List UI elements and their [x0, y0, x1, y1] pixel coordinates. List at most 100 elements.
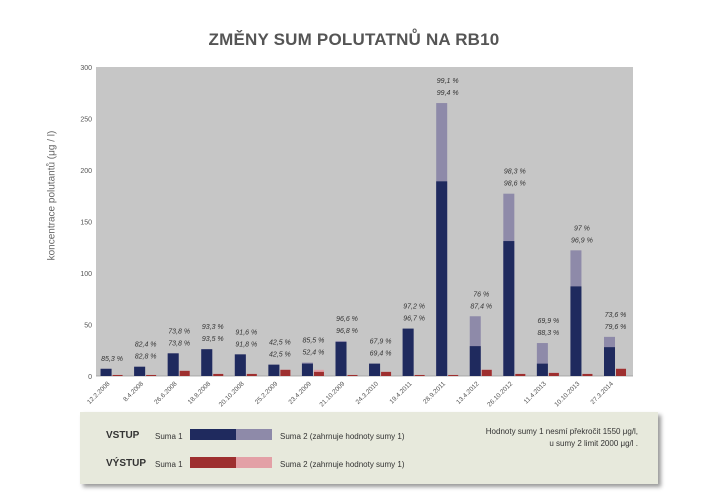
legend-row-output: VÝSTUP Suma 1 Suma 2 (zahrnuje hodnoty s…: [80, 454, 658, 474]
bar-input-sum1: [100, 368, 112, 376]
bar-output-sum1: [179, 370, 190, 376]
bar-input-sum1: [604, 347, 616, 376]
bar-input-sum1: [469, 346, 481, 376]
percent-annotation: 52,4 %: [303, 350, 325, 357]
x-tick-label: 24.3.2010: [355, 380, 381, 406]
bar-input-sum1: [301, 363, 313, 376]
legend-output-sum2-swatch: [236, 457, 272, 468]
x-tick-label: 11.4.2013: [523, 380, 548, 405]
bar-output-sum1: [481, 369, 492, 376]
bar-input-sum1: [335, 342, 347, 376]
percent-annotation: 99,1 %: [437, 78, 459, 85]
bar-output-sum1: [146, 374, 157, 376]
x-tick-label: 12.2.2008: [86, 380, 112, 406]
bar-output-sum1: [112, 374, 123, 376]
x-tick-label: 19.4.2011: [388, 380, 413, 405]
bar-chart: 0 50 100 150 200 250 300 12.2.2008 85,3 % 8.4.200…: [80, 65, 633, 408]
bar-output-sum1: [313, 371, 324, 376]
bar-output-sum1: [448, 374, 459, 376]
x-tick-label: 26.6.2008: [153, 380, 179, 406]
bar-output-sum1: [280, 369, 291, 376]
percent-annotation: 76 %: [473, 291, 489, 298]
bar-output-sum1: [515, 373, 526, 376]
percent-annotation: 42,5 %: [269, 352, 291, 359]
x-tick-label: 26.10.2012: [486, 380, 514, 408]
x-tick-label: 18.8.2008: [187, 380, 213, 406]
y-tick-label: 150: [80, 220, 92, 227]
legend-input-sum1-label: Suma 1: [155, 432, 183, 441]
bar-input-sum1: [503, 241, 515, 376]
legend-output-label: VÝSTUP: [106, 458, 147, 469]
legend-input-sum2-label: Suma 2 (zahrnuje hodnoty sumy 1): [280, 432, 405, 441]
legend-input-sum2-swatch: [236, 429, 272, 440]
y-tick-label: 300: [80, 65, 92, 72]
legend-input-label: VSTUP: [106, 430, 140, 441]
percent-annotation: 85,3 %: [101, 356, 123, 363]
legend-output-sum2-label: Suma 2 (zahrnuje hodnoty sumy 1): [280, 460, 405, 469]
percent-annotation: 98,6 %: [504, 181, 526, 188]
bar-input-sum1: [268, 364, 280, 376]
legend-row-input: VSTUP Suma 1 Suma 2 (zahrnuje hodnoty su…: [80, 426, 658, 446]
bar-output-sum1: [381, 371, 392, 376]
percent-annotation: 87,4 %: [470, 303, 492, 310]
x-tick-label: 21.10.2009: [318, 380, 346, 408]
legend-output-sum1-label: Suma 1: [155, 460, 183, 469]
plot-area: [96, 67, 633, 376]
percent-annotation: 93,5 %: [202, 336, 224, 343]
percent-annotation: 88,3 %: [537, 330, 559, 337]
bar-input-sum1: [402, 328, 414, 376]
x-tick-label: 20.10.2008: [218, 380, 246, 408]
percent-annotation: 96,7 %: [403, 316, 425, 323]
bar-input-sum1: [234, 354, 246, 376]
percent-annotation: 42,5 %: [269, 340, 291, 347]
bar-output-sum1: [246, 373, 257, 376]
percent-annotation: 96,9 %: [571, 237, 593, 244]
percent-annotation: 82,8 %: [135, 354, 157, 361]
legend-box: VSTUP Suma 1 Suma 2 (zahrnuje hodnoty su…: [80, 412, 658, 484]
x-tick-label: 23.4.2009: [287, 380, 313, 406]
x-tick-label: 13.4.2012: [455, 380, 481, 406]
bar-input-sum1: [536, 363, 548, 376]
bar-input-sum1: [167, 353, 179, 376]
bar-output-sum1: [347, 374, 358, 376]
bar-input-sum1: [201, 349, 213, 376]
bar-input-sum1: [369, 363, 381, 376]
y-tick-label: 200: [80, 168, 92, 175]
percent-annotation: 82,4 %: [135, 342, 157, 349]
percent-annotation: 67,9 %: [370, 339, 392, 346]
percent-annotation: 79,6 %: [605, 324, 627, 331]
chart-title: ZMĚNY SUM POLUTATNŮ NA RB10: [208, 30, 500, 49]
percent-annotation: 85,5 %: [303, 338, 325, 345]
bar-output-sum1: [582, 373, 593, 376]
legend-output-sum1-swatch: [190, 457, 236, 468]
x-tick-label: 10.10.2013: [553, 380, 581, 408]
percent-annotation: 99,4 %: [437, 90, 459, 97]
y-tick-label: 250: [80, 117, 92, 124]
percent-annotation: 73,8 %: [168, 340, 190, 347]
percent-annotation: 97 %: [574, 225, 590, 232]
x-tick-label: 27.3.2014: [590, 380, 616, 406]
bar-output-sum1: [548, 372, 559, 376]
bar-output-sum1: [414, 374, 425, 376]
legend-input-sum1-swatch: [190, 429, 236, 440]
legend-note-line1: Hodnoty sumy 1 nesmí překročit 1550 μg/l…: [485, 427, 638, 436]
bar-input-sum1: [436, 181, 448, 376]
x-tick-label: 28.9.2011: [422, 380, 447, 405]
percent-annotation: 91,8 %: [235, 341, 257, 348]
percent-annotation: 97,2 %: [403, 304, 425, 311]
legend-note-line2: u sumy 2 limit 2000 μg/l .: [549, 439, 638, 448]
percent-annotation: 73,6 %: [605, 312, 627, 319]
percent-annotation: 93,3 %: [202, 324, 224, 331]
y-tick-label: 0: [88, 374, 92, 381]
bar-input-sum1: [570, 286, 582, 376]
percent-annotation: 69,4 %: [370, 351, 392, 358]
percent-annotation: 69,9 %: [537, 318, 559, 325]
x-tick-label: 25.2.2009: [254, 380, 280, 406]
bar-input-sum1: [134, 366, 146, 376]
percent-annotation: 96,6 %: [336, 316, 358, 323]
bar-output-sum1: [213, 373, 224, 376]
percent-annotation: 96,8 %: [336, 328, 358, 335]
x-tick-label: 8.4.2008: [122, 380, 145, 403]
percent-annotation: 98,3 %: [504, 169, 526, 176]
y-tick-label: 50: [84, 323, 92, 330]
